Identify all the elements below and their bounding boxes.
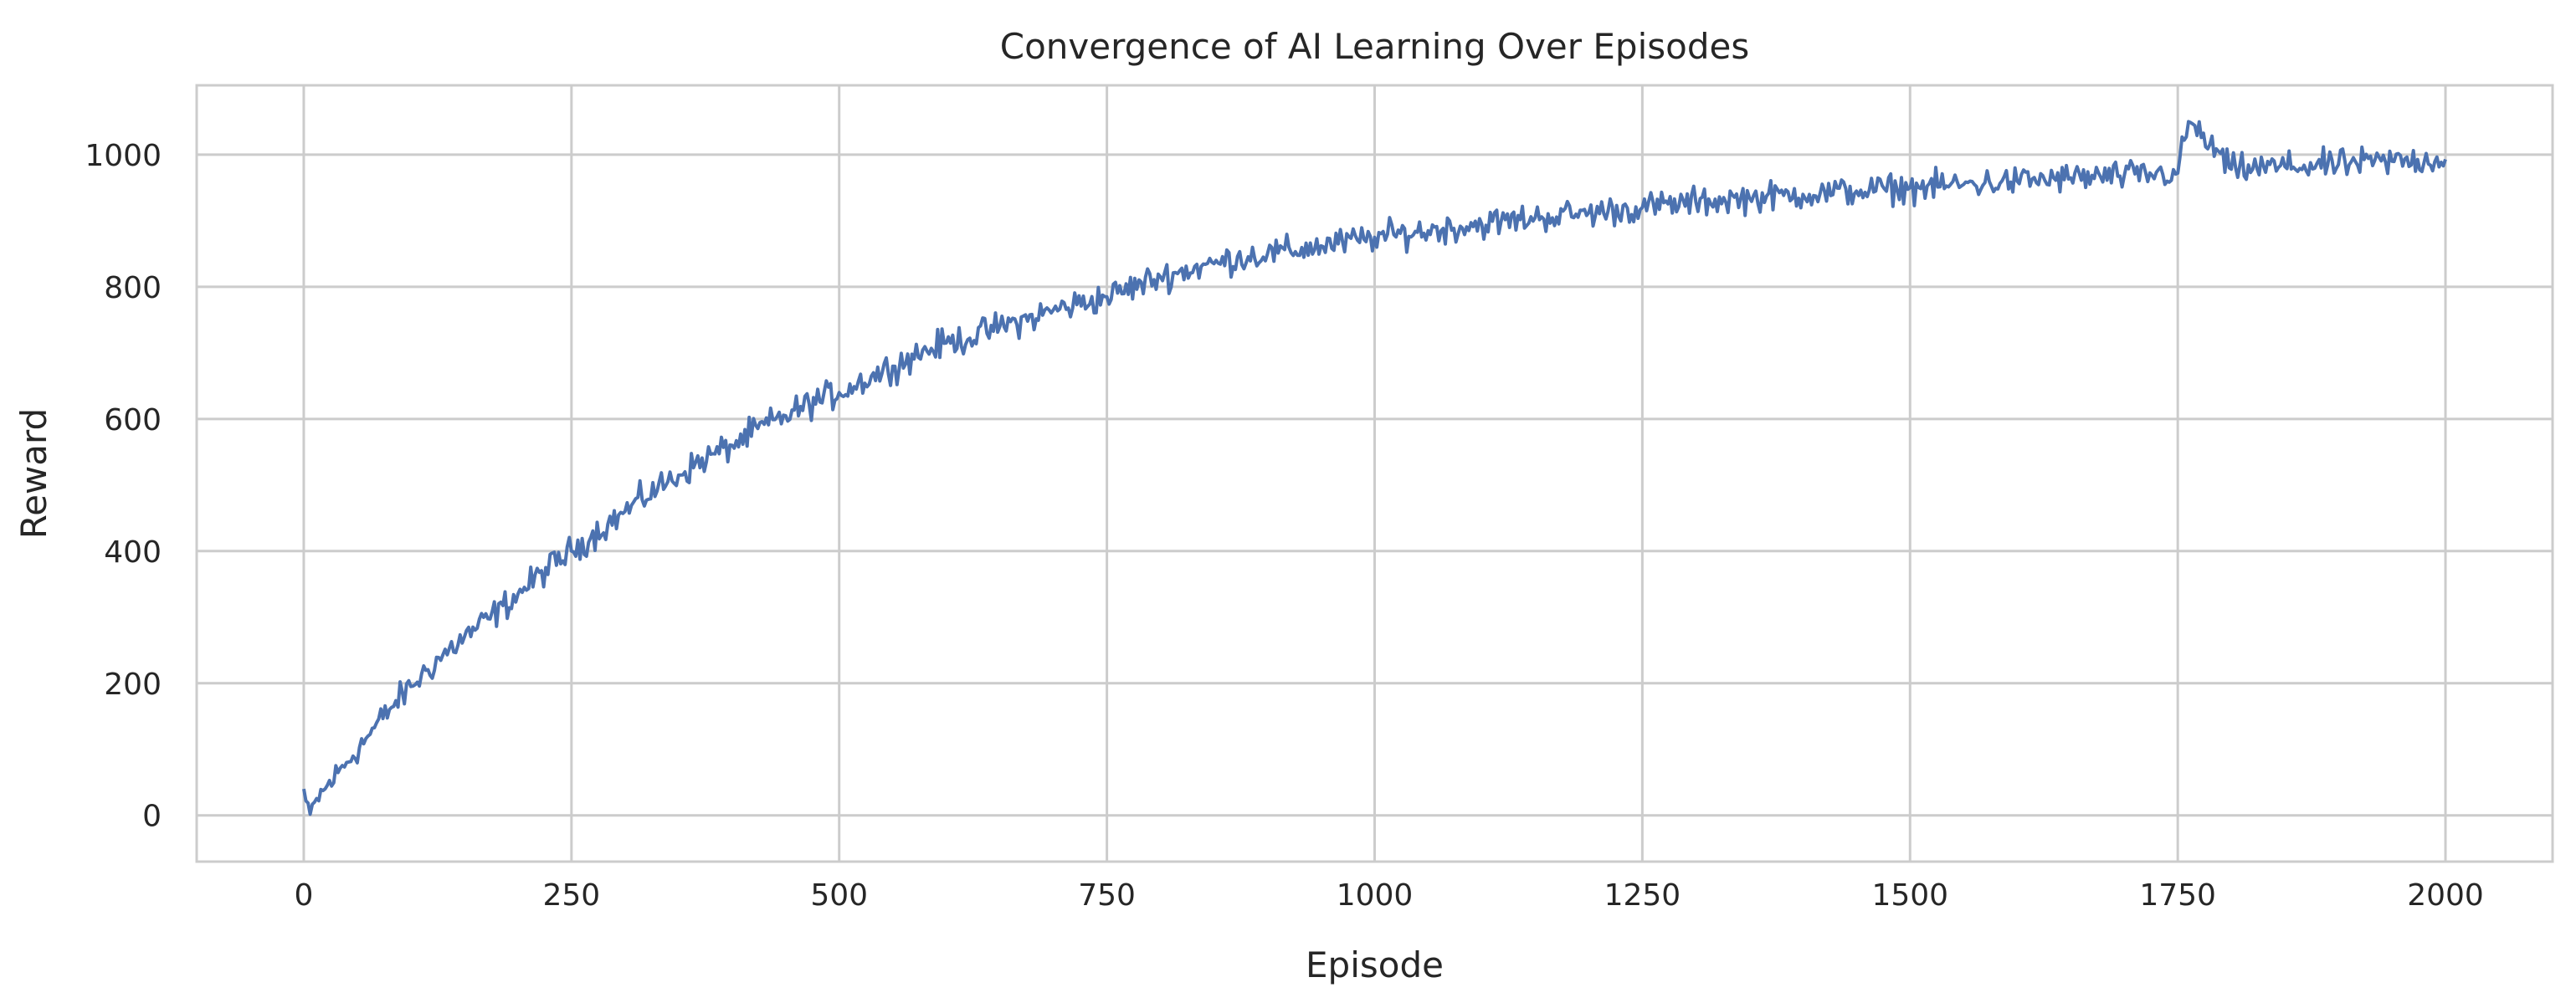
y-axis-label: Reward [13,408,54,539]
x-tick-label: 1000 [1337,878,1414,913]
x-tick-label: 1500 [1871,878,1948,913]
x-tick-label: 250 [542,878,600,913]
y-tick-labels: 0 200 400 600 800 1000 [85,139,162,834]
y-tick-label: 200 [104,668,162,702]
y-tick-label: 600 [104,403,162,437]
y-tick-label: 1000 [85,139,162,173]
x-tick-label: 1250 [1604,878,1681,913]
y-tick-label: 800 [104,271,162,305]
grid-lines [197,85,2553,862]
chart-title: Convergence of AI Learning Over Episodes [1000,26,1749,67]
x-tick-label: 500 [810,878,868,913]
y-tick-label: 0 [142,800,162,834]
series-layer [302,120,2447,816]
x-tick-label: 750 [1078,878,1136,913]
series-line [302,120,2447,816]
x-tick-label: 2000 [2407,878,2484,913]
plot-frame [195,84,2554,863]
x-axis-label: Episode [1306,944,1444,985]
x-tick-label: 1750 [2139,878,2216,913]
x-tick-labels: 0 250 500 750 1000 1250 1500 1750 2000 [295,878,2484,913]
x-tick-label: 0 [295,878,314,913]
y-tick-label: 400 [104,535,162,570]
